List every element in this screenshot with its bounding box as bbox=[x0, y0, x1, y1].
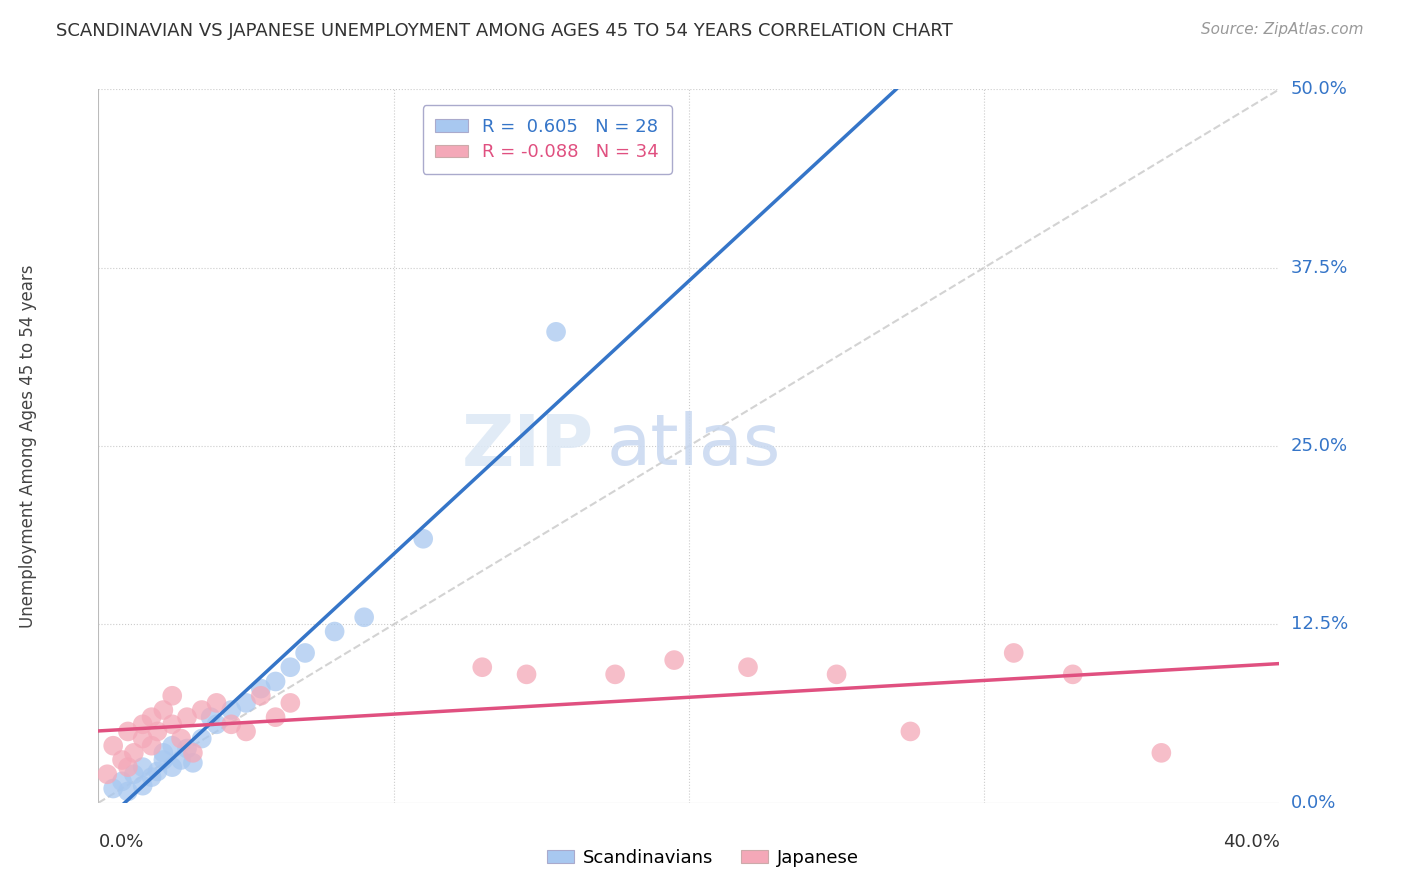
Point bbox=[264, 674, 287, 689]
Point bbox=[111, 753, 134, 767]
Point bbox=[181, 746, 204, 760]
Point bbox=[1062, 667, 1084, 681]
Point bbox=[141, 710, 163, 724]
Point bbox=[162, 717, 183, 731]
Point bbox=[205, 717, 228, 731]
Point bbox=[205, 696, 228, 710]
Point bbox=[664, 653, 686, 667]
Point bbox=[825, 667, 848, 681]
Point bbox=[117, 760, 139, 774]
Point bbox=[117, 784, 139, 798]
Text: 50.0%: 50.0% bbox=[1291, 80, 1347, 98]
Point bbox=[250, 681, 273, 696]
Point bbox=[146, 724, 169, 739]
Point bbox=[605, 667, 627, 681]
Text: atlas: atlas bbox=[606, 411, 780, 481]
Point bbox=[250, 689, 273, 703]
Point bbox=[132, 731, 155, 746]
Text: 0.0%: 0.0% bbox=[98, 833, 143, 851]
Point bbox=[191, 731, 214, 746]
Point bbox=[170, 731, 193, 746]
Point bbox=[235, 696, 257, 710]
Point bbox=[141, 770, 163, 784]
Point bbox=[264, 710, 287, 724]
Text: 37.5%: 37.5% bbox=[1291, 259, 1348, 277]
Point bbox=[515, 667, 537, 681]
Point bbox=[278, 696, 302, 710]
Point bbox=[235, 724, 257, 739]
Point bbox=[122, 767, 145, 781]
Text: Unemployment Among Ages 45 to 54 years: Unemployment Among Ages 45 to 54 years bbox=[18, 264, 37, 628]
Point bbox=[96, 767, 118, 781]
Point bbox=[103, 781, 125, 796]
Point bbox=[737, 660, 759, 674]
Text: Source: ZipAtlas.com: Source: ZipAtlas.com bbox=[1201, 22, 1364, 37]
Point bbox=[294, 646, 316, 660]
Point bbox=[152, 753, 174, 767]
Point bbox=[353, 610, 375, 624]
Point bbox=[412, 532, 434, 546]
Point bbox=[170, 753, 193, 767]
Point bbox=[132, 760, 155, 774]
Point bbox=[162, 760, 183, 774]
Text: 25.0%: 25.0% bbox=[1291, 437, 1348, 455]
Point bbox=[1150, 746, 1173, 760]
Point bbox=[200, 710, 222, 724]
Point bbox=[111, 774, 134, 789]
Text: 0.0%: 0.0% bbox=[1291, 794, 1336, 812]
Point bbox=[544, 325, 567, 339]
Point bbox=[191, 703, 214, 717]
Text: 40.0%: 40.0% bbox=[1223, 833, 1279, 851]
Point bbox=[117, 724, 139, 739]
Point bbox=[181, 756, 204, 770]
Point bbox=[471, 660, 494, 674]
Point bbox=[219, 703, 242, 717]
Point bbox=[103, 739, 125, 753]
Point bbox=[278, 660, 302, 674]
Point bbox=[132, 779, 155, 793]
Point bbox=[900, 724, 922, 739]
Point bbox=[132, 717, 155, 731]
Point bbox=[162, 689, 183, 703]
Point bbox=[176, 741, 198, 756]
Point bbox=[152, 703, 174, 717]
Text: ZIP: ZIP bbox=[463, 411, 595, 481]
Point bbox=[1002, 646, 1025, 660]
Text: SCANDINAVIAN VS JAPANESE UNEMPLOYMENT AMONG AGES 45 TO 54 YEARS CORRELATION CHAR: SCANDINAVIAN VS JAPANESE UNEMPLOYMENT AM… bbox=[56, 22, 953, 40]
Legend: R =  0.605   N = 28, R = -0.088   N = 34: R = 0.605 N = 28, R = -0.088 N = 34 bbox=[423, 105, 672, 174]
Point bbox=[219, 717, 242, 731]
Point bbox=[162, 739, 183, 753]
Text: 12.5%: 12.5% bbox=[1291, 615, 1348, 633]
Point bbox=[146, 764, 169, 779]
Point bbox=[176, 710, 198, 724]
Point bbox=[141, 739, 163, 753]
Legend: Scandinavians, Japanese: Scandinavians, Japanese bbox=[540, 842, 866, 874]
Point bbox=[122, 746, 145, 760]
Point bbox=[152, 746, 174, 760]
Point bbox=[323, 624, 346, 639]
